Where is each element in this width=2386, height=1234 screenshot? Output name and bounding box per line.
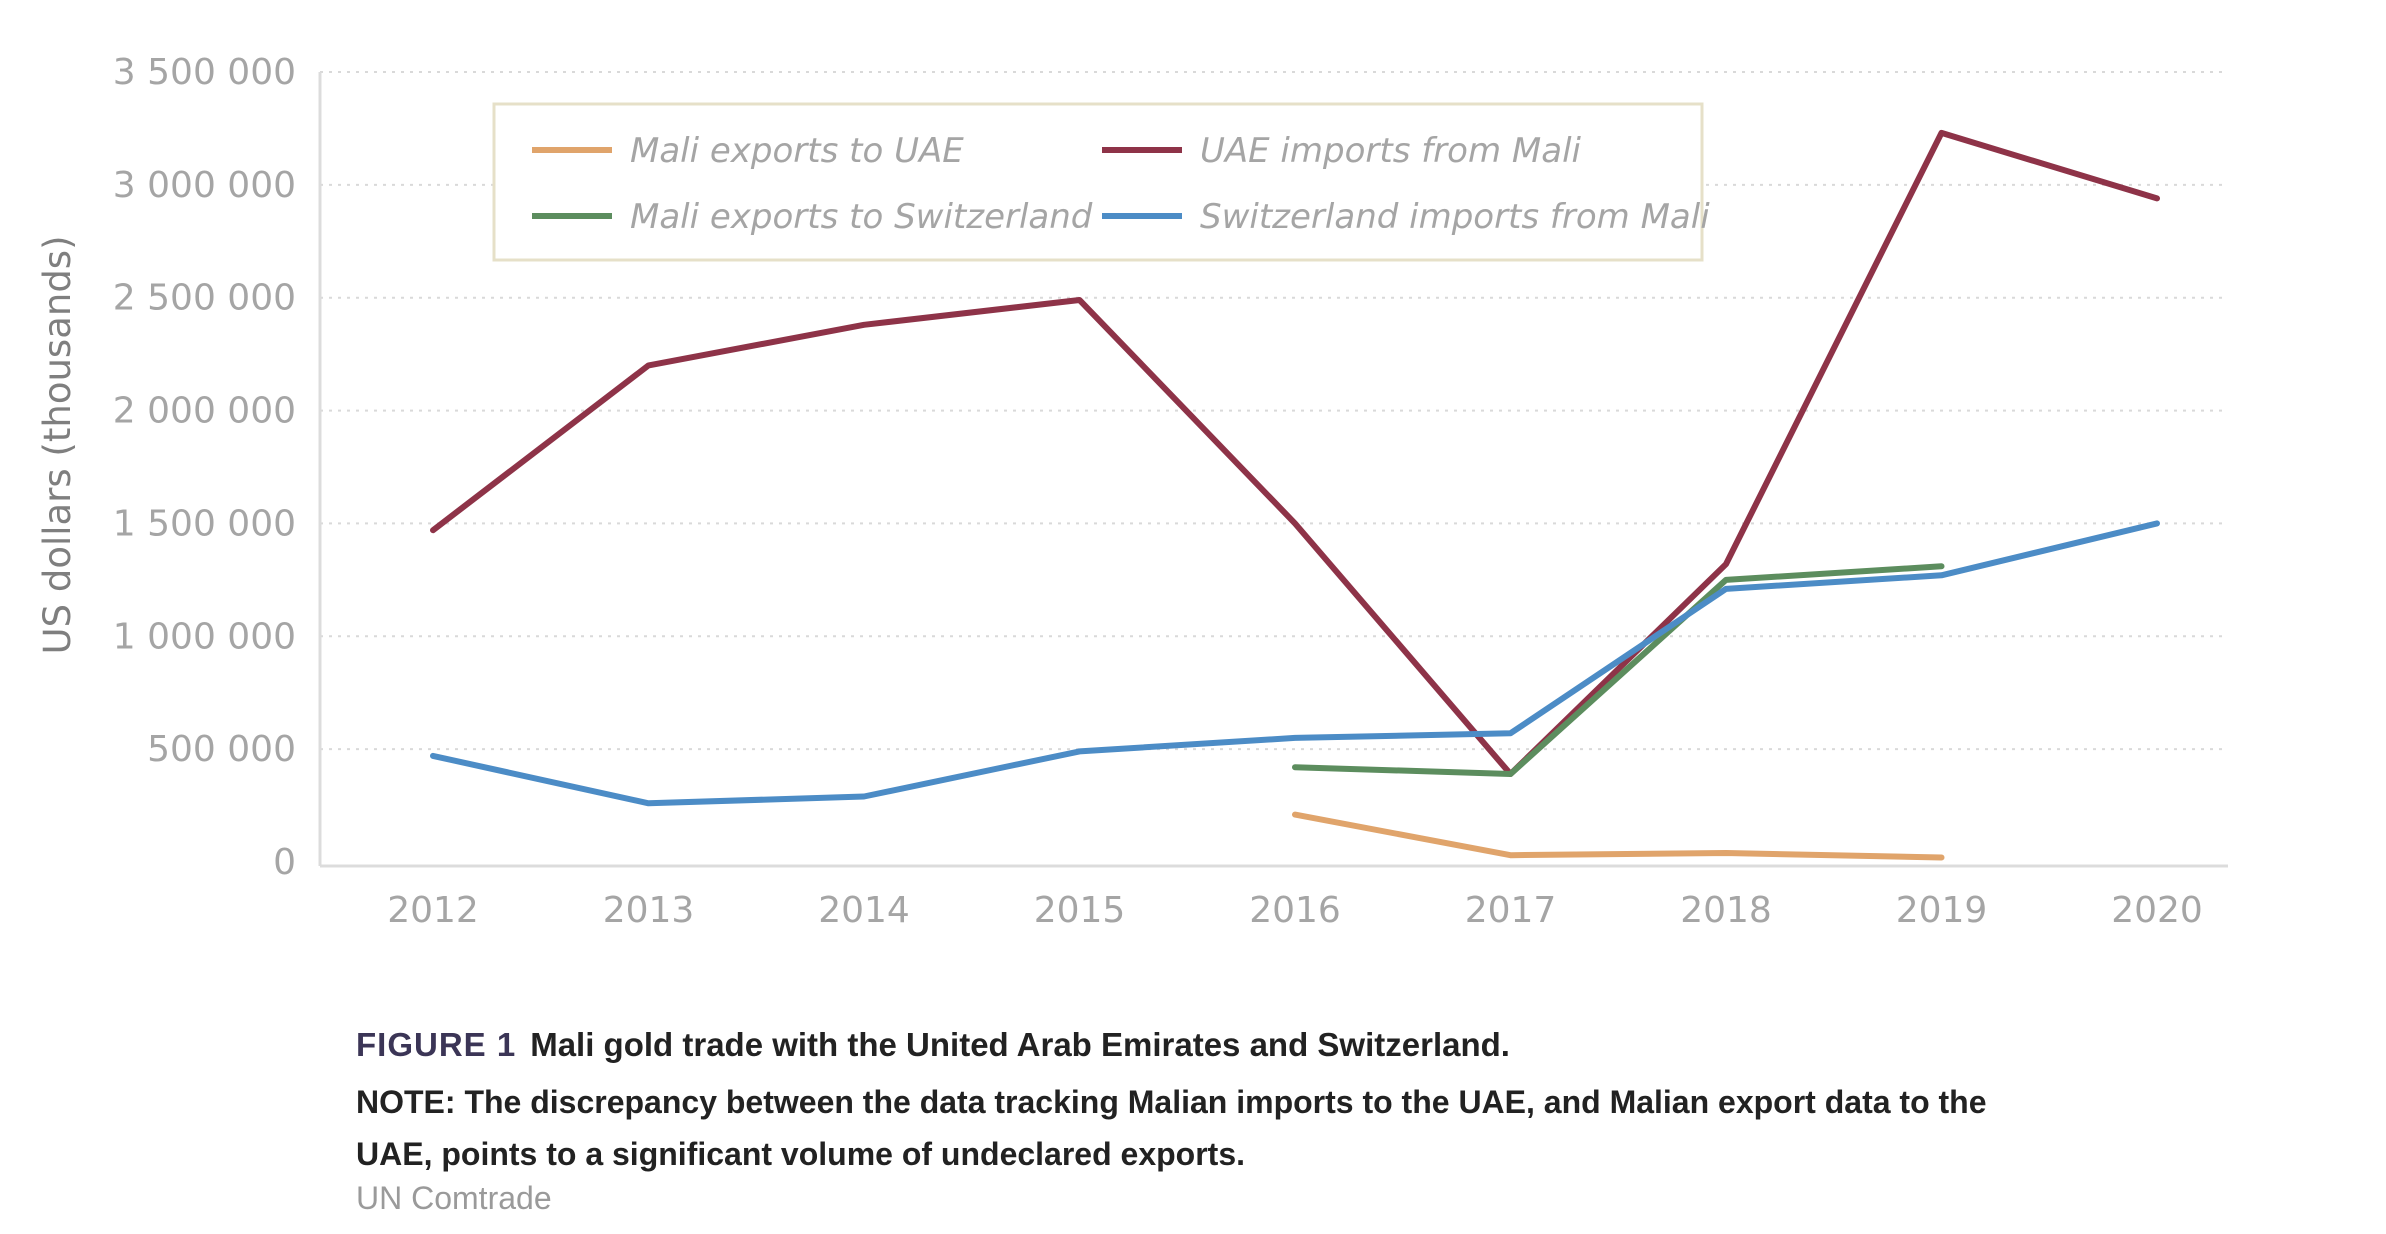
figure-caption-title: FIGURE 1 Mali gold trade with the United … [356,1026,2056,1064]
x-tick-label: 2012 [387,890,479,931]
y-axis-label: US dollars (thousands) [36,235,79,654]
x-tick-label: 2018 [1680,890,1772,931]
x-tick-label: 2020 [2111,890,2203,931]
x-tick-label: 2014 [818,890,910,931]
y-tick-label: 1 000 000 [113,616,296,657]
y-tick-label: 2 000 000 [113,391,296,432]
series-line-1 [430,129,2160,777]
y-tick-label: 0 [273,842,296,883]
series-lines [430,129,2160,861]
series-line-3 [430,520,2160,807]
legend-box [492,102,1704,262]
x-tick-label: 2013 [603,890,695,931]
y-tick-label: 1 500 000 [113,503,296,544]
x-tick-label: 2015 [1034,890,1126,931]
axes [318,72,2228,868]
x-tick-labels: 2012 2013 2014 2015 2016 2017 2018 2019 2020 [387,890,2203,931]
line-chart: 0 500 000 1 000 000 1 500 000 2 000 000 2 500… [36,52,2228,931]
series-line-0 [1292,811,1945,861]
y-tick-label: 2 500 000 [113,278,296,319]
legend: Mali exports to UAE UAE imports from Mali… [492,102,1710,262]
legend-label: Switzerland imports from Mali [1200,197,1710,237]
x-tick-label: 2019 [1896,890,1988,931]
y-tick-label: 3 500 000 [113,52,296,93]
legend-label: Mali exports to Switzerland [630,197,1093,237]
legend-label: Mali exports to UAE [630,131,964,171]
figure-title: Mali gold trade with the United Arab Emi… [530,1026,1510,1063]
series-line-2 [1292,563,1945,777]
figure-label: FIGURE 1 [356,1026,517,1063]
x-tick-label: 2016 [1249,890,1341,931]
figure-note: NOTE: The discrepancy between the data t… [356,1084,1987,1172]
y-tick-labels: 0 500 000 1 000 000 1 500 000 2 000 000 2 500… [113,52,296,883]
y-tick-label: 3 000 000 [113,165,296,206]
y-tick-label: 500 000 [147,729,296,770]
x-tick-label: 2017 [1465,890,1557,931]
legend-label: UAE imports from Mali [1200,131,1582,171]
figure-source: UN Comtrade [356,1180,552,1216]
